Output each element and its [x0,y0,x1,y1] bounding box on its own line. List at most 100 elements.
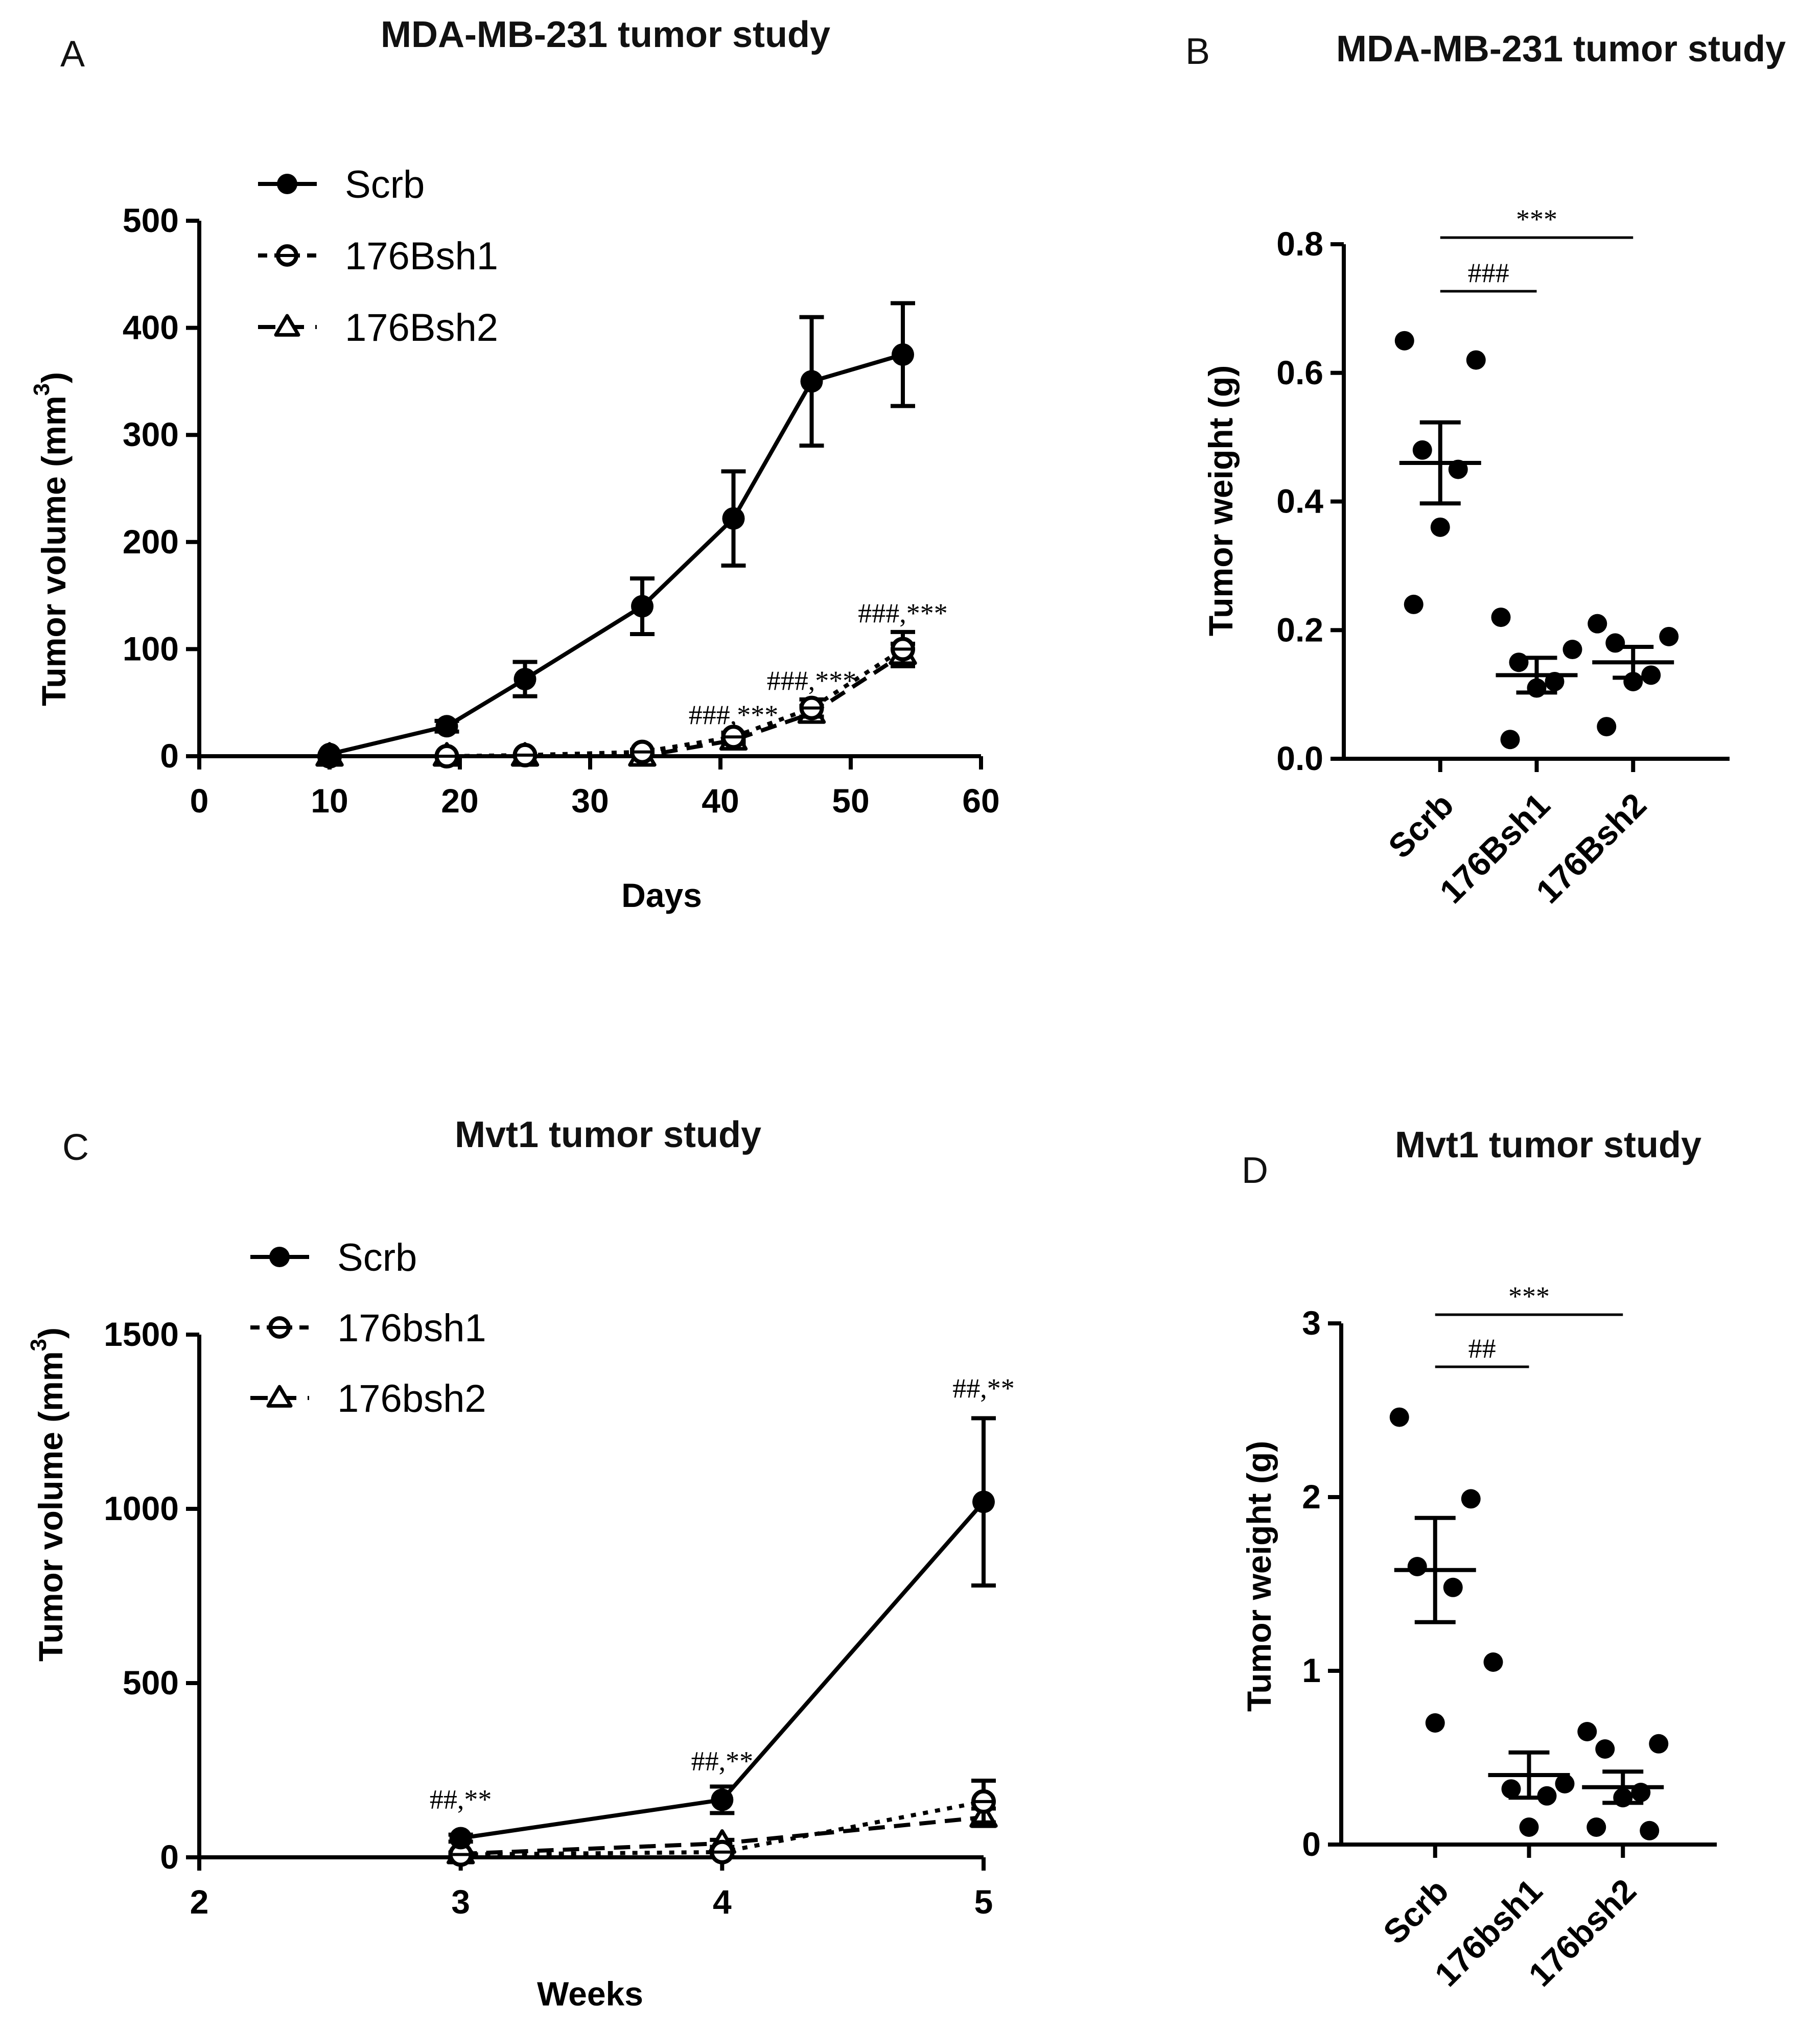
chart-b-data-point [1404,594,1424,614]
chart-d-ytick-label: 3 [1302,1304,1321,1342]
chart-c-annotation: ##,** [691,1746,754,1777]
chart-b-data-point [1597,717,1617,737]
chart-a-ylabel-sup: 3 [29,383,54,395]
chart-d-data-point [1501,1779,1521,1799]
chart-a-legend-label-1: 176Bsh1 [345,235,498,278]
chart-a-annotation: ###,*** [767,665,857,696]
chart-c-xtick-label: 4 [713,1883,732,1921]
chart-b-data-point [1466,350,1486,370]
chart-d-data-point [1555,1774,1575,1793]
chart-a-legend-marker-2 [274,314,300,337]
chart-d-data-point [1586,1817,1606,1837]
chart-d-ytick-label: 2 [1302,1478,1321,1515]
chart-d-title: Mvt1 tumor study [1395,1125,1701,1165]
chart-d-ylabel: Tumor weight (g) [1240,1441,1278,1712]
chart-c-legend-label-1: 176bsh1 [337,1307,486,1350]
chart-c-title: Mvt1 tumor study [455,1114,761,1155]
chart-a-ytick-label: 400 [123,309,179,346]
chart-a-legend-label-0: Scrb [345,163,425,206]
chart-d-data-point [1577,1722,1597,1741]
chart-c-ylabel-text: Tumor volume (mm [32,1351,69,1662]
panel-letter-d: D [1242,1150,1268,1191]
chart-a-point-0 [722,507,745,530]
chart-b-ytick-label: 0.6 [1276,354,1323,391]
chart-c-xtick-label: 5 [974,1883,993,1921]
chart-c-ytick-label: 1500 [104,1315,179,1353]
chart-a-xtick-label: 0 [190,782,209,820]
chart-a-point-0 [631,595,654,618]
chart-b-data-point [1659,626,1679,646]
chart-c-xtick-label: 3 [451,1883,470,1921]
chart-a-point-0 [514,668,536,691]
chart-c-point-0 [972,1490,995,1513]
chart-a-xtick-label: 50 [832,782,869,820]
chart-a-xtick-label: 30 [571,782,609,820]
chart-a-annotation: ###,*** [689,699,779,730]
chart-c-legend-marker-0 [269,1247,290,1267]
chart-b-ylabel: Tumor weight (g) [1202,365,1240,636]
chart-a-xtick-label: 20 [441,782,478,820]
chart-b-data-point [1641,665,1661,685]
chart-b-bracket-label: *** [1516,204,1557,235]
chart-c-xlabel: Weeks [537,1975,643,2013]
chart-c-legend-label-0: Scrb [337,1236,417,1279]
chart-c-xtick-label: 2 [190,1883,209,1921]
chart-a-ytick-label: 300 [123,415,179,453]
chart-c-annotation: ##,** [430,1784,492,1815]
chart-c-ytick-label: 1000 [104,1489,179,1527]
chart-a-ylabel-text: Tumor volume (mm [35,395,73,706]
chart-a-ytick-label: 500 [123,201,179,239]
chart-d-data-point [1483,1652,1503,1672]
chart-d-ytick-label: 1 [1302,1651,1321,1689]
chart-d-bracket-label: *** [1508,1281,1550,1312]
chart-c-annotation: ##,** [952,1373,1015,1404]
chart-d-ytick-label: 0 [1302,1825,1321,1863]
chart-d-data-point [1595,1739,1615,1759]
chart-b-category-label: Scrb [1381,786,1461,866]
chart-a-xtick-label: 60 [962,782,999,820]
chart-c: 0 500 1000 1500 2 3 4 5 ##,** ##,** ##,** Scrb 176bs… [104,1236,1015,1921]
chart-a-xlabel: Days [621,876,702,914]
chart-b-ytick-label: 0.0 [1276,739,1323,777]
chart-c-ytick-label: 500 [123,1664,179,1701]
chart-d-data-point [1519,1817,1539,1837]
chart-a-xtick-label: 40 [702,782,739,820]
chart-a-ytick-label: 200 [123,523,179,561]
chart-a-point-0 [435,715,458,738]
chart-a-point-0 [892,343,914,366]
chart-b-ytick-label: 0.2 [1276,611,1323,648]
chart-d-data-point [1649,1734,1669,1754]
chart-b-title: MDA-MB-231 tumor study [1336,29,1786,69]
chart-d-data-point [1425,1713,1445,1733]
chart-b-data-point [1562,640,1582,660]
chart-a-ylabel-close: ) [35,372,73,383]
chart-b-data-point [1605,633,1625,653]
chart-d-category-label: Scrb [1376,1872,1456,1951]
chart-c-ylabel-sup: 3 [26,1339,51,1351]
chart-b-bracket-label: ### [1468,258,1509,288]
chart-d-data-point [1640,1821,1660,1840]
chart-b-data-point [1588,614,1607,634]
chart-b-data-point [1394,331,1414,351]
panel-letter-c: C [62,1127,89,1168]
chart-d-data-point [1461,1489,1481,1509]
chart-b-data-point [1500,730,1520,750]
chart-a-point-0 [318,742,341,765]
chart-b-ytick-label: 0.8 [1276,225,1323,263]
chart-d-data-point [1407,1557,1427,1576]
chart-a-legend-label-2: 176Bsh2 [345,306,498,349]
chart-a-legend-marker-0 [277,174,297,194]
chart-b-data-point [1491,608,1511,627]
chart-c-point-0 [449,1827,472,1850]
chart-a-xtick-label: 10 [311,782,348,820]
chart-a-ytick-label: 0 [160,737,179,775]
chart-b-data-point [1412,440,1432,460]
chart-c-ylabel-close: ) [32,1327,69,1339]
chart-a-ytick-label: 100 [123,629,179,667]
panel-letter-a: A [60,34,85,75]
chart-d-data-point [1389,1407,1409,1427]
chart-a-ylabel: Tumor volume (mm3) [29,372,73,706]
